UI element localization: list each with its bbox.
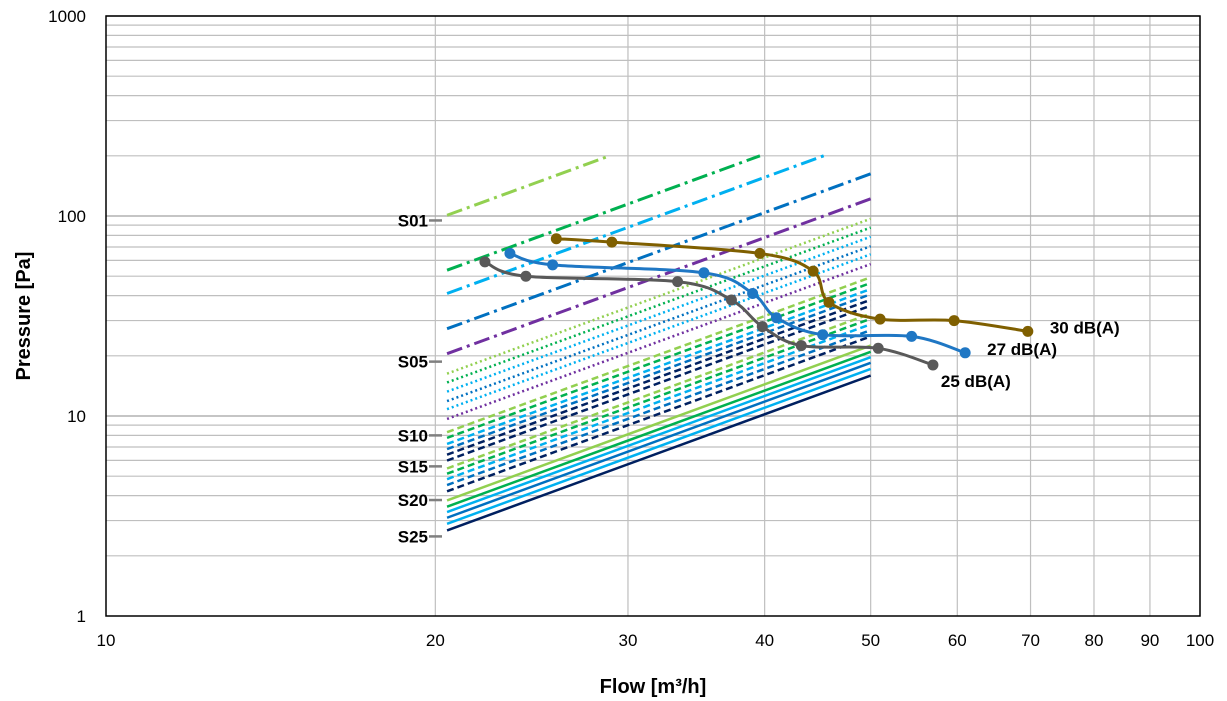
y-tick-label: 1000 — [48, 7, 86, 26]
system-curve — [446, 367, 872, 526]
setting-label: S15 — [398, 457, 428, 476]
system-curve — [446, 312, 872, 470]
series-line — [484, 260, 934, 367]
series-label: 30 dB(A) — [1050, 318, 1120, 337]
system-curve — [446, 253, 872, 411]
x-tick-label: 10 — [97, 631, 116, 650]
system-curve — [446, 197, 872, 356]
system-curve — [446, 276, 872, 434]
system-curve — [446, 287, 872, 446]
series-labels: 30 dB(A) 27 dB(A) 25 dB(A) — [941, 318, 1120, 391]
y-axis-label: Pressure [Pa] — [13, 252, 35, 381]
data-point — [698, 267, 710, 279]
x-tick-label: 30 — [619, 631, 638, 650]
system-curve — [446, 293, 872, 451]
setting-label: S20 — [398, 491, 428, 510]
system-curve — [446, 344, 872, 502]
data-point — [504, 247, 516, 259]
y-tick-label: 100 — [58, 207, 86, 226]
x-tick-label: 90 — [1140, 631, 1159, 650]
system-curve — [446, 154, 825, 295]
sound-level-series — [479, 233, 1034, 371]
x-tick-label: 40 — [755, 631, 774, 650]
data-point — [823, 296, 835, 308]
system-curve — [446, 154, 611, 217]
data-point — [927, 359, 939, 371]
x-tick-label: 100 — [1186, 631, 1214, 650]
system-curve — [446, 374, 872, 532]
data-point — [906, 330, 918, 342]
x-tick-label: 70 — [1021, 631, 1040, 650]
system-curve — [446, 217, 872, 375]
y-tick-label: 1 — [77, 607, 86, 626]
system-curve — [446, 172, 872, 331]
system-curve — [446, 350, 872, 508]
system-curve — [446, 226, 872, 384]
system-curve — [446, 328, 872, 487]
system-curve — [446, 281, 872, 440]
data-point — [959, 347, 971, 359]
data-point — [520, 270, 532, 282]
data-point — [1022, 325, 1034, 337]
data-point — [747, 287, 759, 299]
data-point — [672, 276, 684, 288]
series-line — [556, 237, 1029, 333]
data-point — [550, 233, 562, 245]
system-curve — [446, 355, 872, 514]
grid — [106, 15, 1201, 616]
system-curve — [446, 154, 761, 272]
setting-labels: S01 S05 S10 S15 S20 S25 — [398, 211, 442, 546]
system-curves — [446, 154, 872, 532]
system-curve — [446, 335, 872, 493]
system-curve — [446, 298, 872, 456]
series-line — [509, 251, 966, 355]
data-point — [479, 256, 491, 268]
data-point — [948, 315, 960, 327]
data-point — [756, 321, 768, 333]
plot-frame — [105, 15, 1201, 617]
data-point — [606, 236, 618, 248]
series-label: 27 dB(A) — [987, 340, 1057, 359]
data-point — [817, 329, 829, 341]
system-curve — [446, 304, 872, 462]
data-point — [874, 313, 886, 325]
y-tick-label: 10 — [67, 407, 86, 426]
x-tick-label: 50 — [861, 631, 880, 650]
x-tick-label: 60 — [948, 631, 967, 650]
series-label: 25 dB(A) — [941, 372, 1011, 391]
setting-label: S01 — [398, 211, 428, 230]
setting-label: S10 — [398, 426, 428, 445]
system-curve — [446, 245, 872, 403]
system-curve — [446, 262, 872, 421]
data-point — [754, 247, 766, 259]
data-point — [872, 342, 884, 354]
setting-label: S05 — [398, 353, 428, 372]
data-point — [547, 259, 559, 271]
data-point — [725, 294, 737, 306]
x-tick-label: 80 — [1085, 631, 1104, 650]
data-point — [807, 265, 819, 277]
data-point — [795, 340, 807, 352]
setting-label: S25 — [398, 527, 428, 546]
system-curve — [446, 361, 872, 519]
x-tick-label: 20 — [426, 631, 445, 650]
data-point — [770, 312, 782, 324]
x-axis-label: Flow [m³/h] — [600, 676, 707, 698]
